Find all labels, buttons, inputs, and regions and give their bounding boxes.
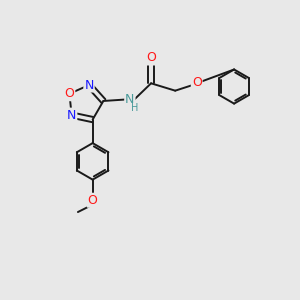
Text: O: O [192, 76, 202, 89]
Text: N: N [84, 79, 94, 92]
Text: N: N [125, 93, 135, 106]
Text: O: O [64, 87, 74, 100]
Text: N: N [67, 109, 76, 122]
Text: O: O [88, 194, 98, 207]
Text: O: O [146, 52, 156, 64]
Text: H: H [131, 103, 139, 113]
